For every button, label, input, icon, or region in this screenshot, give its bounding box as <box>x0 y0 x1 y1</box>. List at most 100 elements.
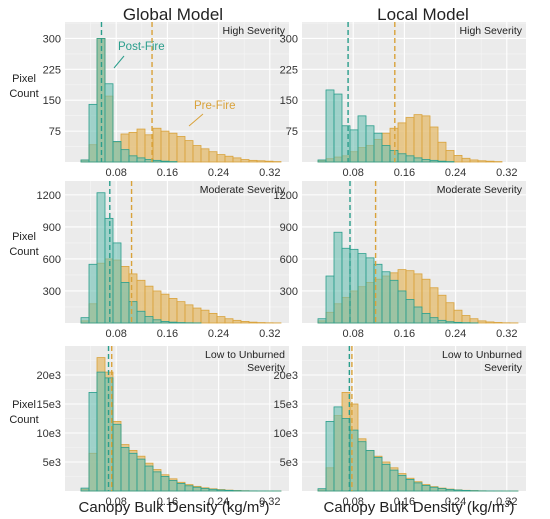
y-tick-label: 150 <box>43 95 61 107</box>
pre-fire-bar <box>176 136 186 163</box>
post-fire-bar <box>349 248 359 324</box>
pre-fire-bar <box>405 117 415 163</box>
x-axis-title-close: ) <box>509 499 514 516</box>
pre-fire-bar <box>453 309 463 324</box>
post-fire-bar <box>104 217 114 324</box>
row-label-moderate: Pixel Count <box>9 231 38 258</box>
pre-fire-bar <box>200 148 210 163</box>
post-fire-bar <box>136 458 146 492</box>
x-tick-label: 0.24 <box>208 496 229 508</box>
y-tick-label: 600 <box>280 254 298 266</box>
post-fire-bar <box>357 441 367 492</box>
post-fire-bar <box>80 317 90 324</box>
y-tick-label: 15e3 <box>37 399 61 411</box>
post-fire-bar <box>397 153 407 163</box>
post-fire-bar <box>429 486 439 492</box>
post-fire-bar <box>152 471 162 492</box>
pre-fire-bar <box>445 150 455 163</box>
y-tick-label: 900 <box>280 222 298 234</box>
local-model-title: Local Model <box>377 5 469 24</box>
post-fire-bar <box>349 129 359 163</box>
panel-label: High Severity <box>223 25 286 37</box>
post-fire-bar <box>120 447 130 492</box>
panel-label: High Severity <box>460 25 523 37</box>
x-tick-label: 0.24 <box>208 328 229 340</box>
post-fire-bar <box>128 155 138 163</box>
y-tick-label: 1200 <box>37 190 61 202</box>
post-fire-bar <box>453 489 463 492</box>
post-fire-bar <box>168 321 178 324</box>
y-tick-label: 300 <box>43 286 61 298</box>
panel-global-0: 0.08 0.16 0.24 0.32 75 150 225 300 High Severity <box>43 22 289 179</box>
pre-fire-bar <box>461 315 471 324</box>
x-axis-title-text: Canopy Bulk Density (kg/m <box>324 499 505 516</box>
histogram-bars <box>80 357 282 492</box>
post-fire-bar <box>333 231 343 324</box>
post-fire-bar <box>317 488 327 492</box>
row-label-high: Pixel Count <box>9 73 38 100</box>
post-fire-bar <box>381 145 391 163</box>
x-tick-label: 0.24 <box>445 328 466 340</box>
y-tick-label: 15e3 <box>274 399 298 411</box>
panel-label: Moderate Severity <box>437 184 523 196</box>
pre-fire-bar <box>184 140 194 163</box>
post-fire-bar <box>333 93 343 163</box>
pre-fire-bar <box>224 318 234 324</box>
panel-label: Low to Unburned <box>442 349 522 361</box>
post-fire-bar <box>80 487 90 492</box>
y-tick-label: 75 <box>49 126 61 138</box>
pre-fire-bar <box>256 160 266 163</box>
x-tick-label: 0.16 <box>157 328 178 340</box>
y-tick-label: 300 <box>280 286 298 298</box>
pre-fire-bar <box>176 301 186 324</box>
post-fire-bar <box>349 429 359 492</box>
post-fire-bar <box>397 290 407 324</box>
post-fire-bar <box>136 310 146 324</box>
x-tick-label: 0.16 <box>157 167 178 179</box>
x-tick-label: 0.16 <box>394 328 415 340</box>
pixel-count-label-line1: Pixel <box>12 73 36 85</box>
panel-local-1: 0.08 0.16 0.24 0.32 300 600 900 1200 Moderate Se… <box>274 181 526 340</box>
post-fire-bar <box>389 469 399 492</box>
pixel-count-label-line1: Pixel <box>12 231 36 243</box>
panel-label: Moderate Severity <box>200 184 286 196</box>
y-tick-label: 20e3 <box>274 370 298 382</box>
post-fire-bar <box>144 465 154 492</box>
pre-fire-bar <box>469 318 479 324</box>
post-fire-bar <box>437 488 447 492</box>
pre-fire-bar <box>208 151 218 163</box>
post-fire-bar <box>365 449 375 492</box>
pixel-count-label-line1: Pixel <box>12 399 36 411</box>
pre-fire-bar <box>477 160 487 163</box>
pre-fire-bar <box>413 114 423 163</box>
y-tick-label: 10e3 <box>37 428 61 440</box>
pre-fire-bar <box>429 126 439 163</box>
post-fire-bar <box>437 319 447 324</box>
pre-fire-bar <box>445 302 455 324</box>
post-fire-bar <box>136 157 146 163</box>
post-fire-bar <box>429 317 439 324</box>
pre-fire-bar <box>200 309 210 324</box>
y-tick-label: 300 <box>43 33 61 45</box>
pre-fire-bar <box>168 298 178 324</box>
post-fire-bar <box>184 485 194 492</box>
y-tick-label: 5e3 <box>280 457 298 469</box>
post-fire-bar <box>120 282 130 324</box>
post-fire-bar <box>413 306 423 324</box>
post-fire-bar <box>397 474 407 492</box>
post-fire-bar <box>373 456 383 492</box>
post-fire-bar <box>200 488 210 492</box>
x-tick-label: 0.24 <box>445 167 466 179</box>
post-fire-bar <box>80 159 90 163</box>
post-fire-bar <box>341 247 351 324</box>
x-axis-title-text: Canopy Bulk Density (kg/m <box>79 499 260 516</box>
panel-label: Severity <box>484 362 523 374</box>
row-label-low: Pixel Count <box>9 399 38 426</box>
x-tick-label: 0.16 <box>157 496 178 508</box>
post-fire-bar <box>445 321 455 324</box>
x-tick-label: 0.32 <box>496 328 517 340</box>
post-fire-bar <box>317 159 327 163</box>
pre-fire-bar <box>136 128 146 163</box>
x-tick-label: 0.16 <box>394 167 415 179</box>
